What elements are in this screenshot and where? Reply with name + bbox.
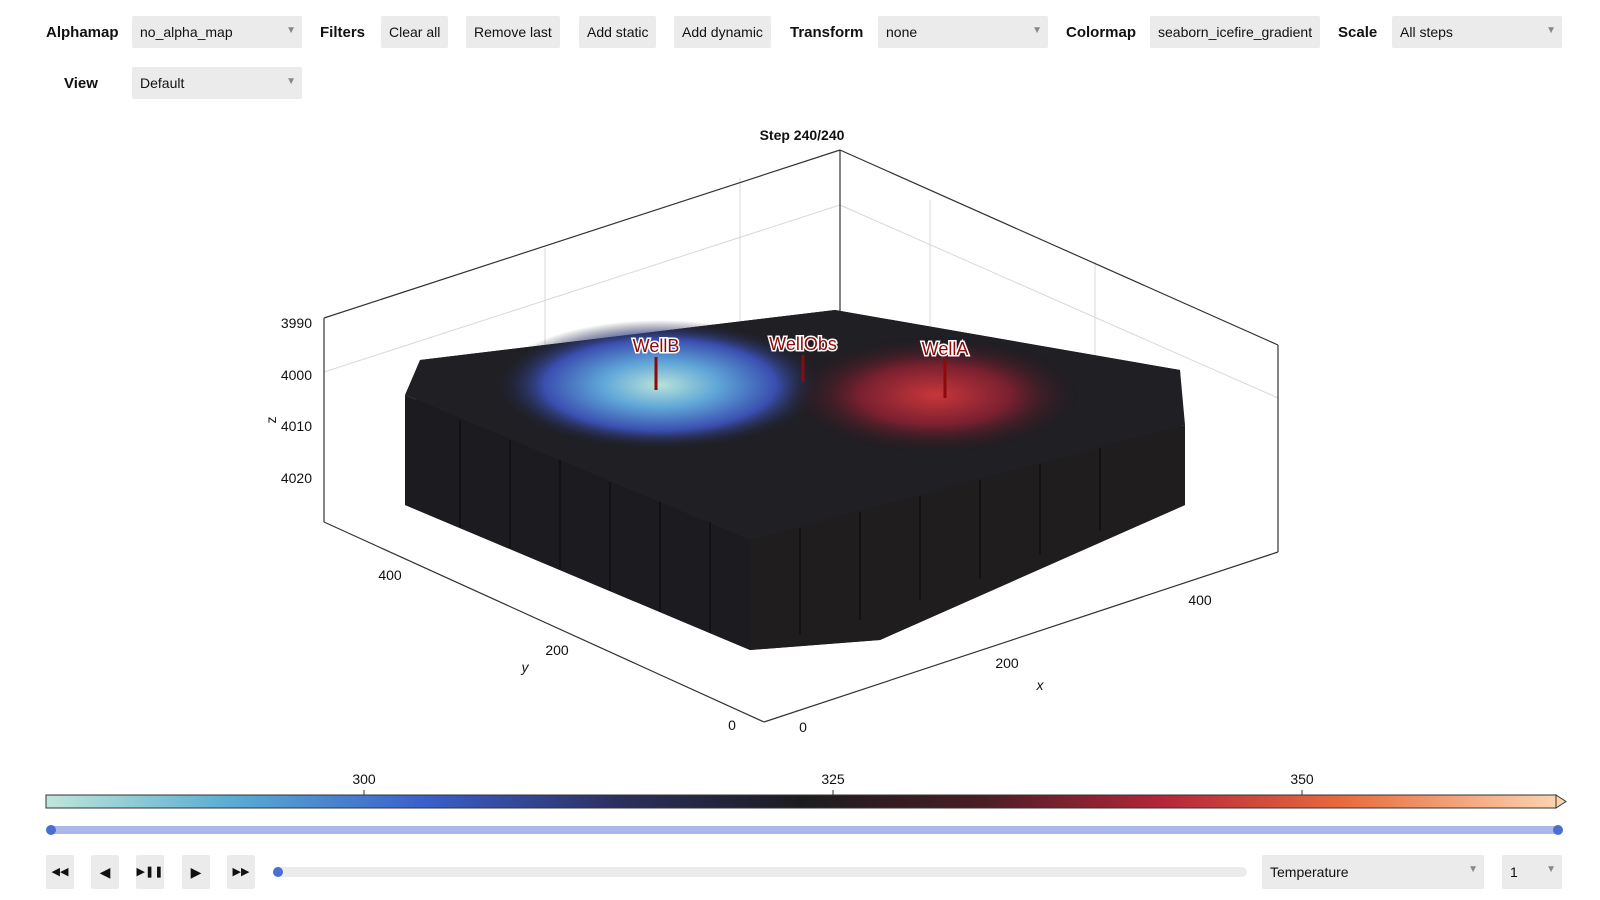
chevron-down-icon: ▼ [1468, 864, 1478, 875]
z-tick: 4010 [281, 418, 312, 434]
x-tick: 0 [799, 719, 807, 735]
chevron-down-icon: ▼ [1546, 25, 1556, 36]
scale-label: Scale [1338, 24, 1378, 41]
z-tick: 3990 [281, 315, 312, 331]
step-range-bar[interactable] [46, 825, 1563, 835]
component-select[interactable]: 1 ▼ [1502, 855, 1562, 889]
x-axis: 0 200 400 x [799, 592, 1212, 735]
play-pause-button[interactable]: ▶❚❚ [136, 855, 164, 889]
x-axis-label: x [1036, 677, 1045, 693]
add-dynamic-button[interactable]: Add dynamic [674, 16, 771, 48]
play-icon: ▶ [190, 864, 202, 880]
transform-select[interactable]: none ▼ [878, 16, 1048, 48]
colormap-value: seaborn_icefire_gradient [1158, 24, 1313, 40]
reservoir-model [405, 310, 1185, 650]
remove-last-button[interactable]: Remove last [466, 16, 560, 48]
alphamap-value: no_alpha_map [140, 24, 233, 40]
rewind-icon: ◀◀ [51, 866, 69, 878]
view-value: Default [140, 75, 185, 91]
well-label-wella: WellA [922, 339, 969, 359]
well-label-wellb: WellB [633, 336, 680, 356]
x-tick: 200 [995, 655, 1019, 671]
first-step-button[interactable]: ◀◀ [46, 855, 74, 889]
clear-all-button[interactable]: Clear all [381, 16, 449, 48]
previous-step-button[interactable]: ◀ [91, 855, 119, 889]
chevron-down-icon: ▼ [286, 25, 296, 36]
alphamap-label: Alphamap [46, 24, 119, 41]
x-tick: 400 [1188, 592, 1212, 608]
play-pause-icon: ▶❚❚ [136, 866, 164, 878]
y-tick: 200 [545, 642, 569, 658]
transform-value: none [886, 24, 918, 40]
range-end-handle[interactable] [1553, 825, 1563, 835]
y-tick: 0 [728, 717, 736, 733]
view-label: View [64, 75, 98, 92]
range-start-handle[interactable] [46, 825, 56, 835]
z-axis-label: z [263, 417, 279, 424]
y-tick: 400 [378, 567, 402, 583]
colorbar: 300 325 350 [45, 771, 1567, 809]
variable-select[interactable]: Temperature ▼ [1262, 855, 1484, 889]
alphamap-select[interactable]: no_alpha_map ▼ [132, 16, 302, 48]
z-tick: 4000 [281, 367, 312, 383]
colorbar-tick: 300 [352, 771, 376, 787]
step-back-icon: ◀ [99, 864, 111, 880]
chevron-down-icon: ▼ [1032, 25, 1042, 36]
step-slider-handle[interactable] [273, 867, 283, 877]
add-static-button[interactable]: Add static [579, 16, 657, 48]
component-value: 1 [1510, 864, 1518, 880]
chevron-down-icon: ▼ [1546, 864, 1556, 875]
well-markers: WellB WellObs WellA [631, 333, 970, 398]
scale-select[interactable]: All steps ▼ [1392, 16, 1562, 48]
y-axis: 400 200 0 y [378, 567, 736, 733]
colormap-select[interactable]: seaborn_icefire_gradient [1150, 16, 1320, 48]
next-step-button[interactable]: ▶ [182, 855, 210, 889]
z-tick: 4020 [281, 470, 312, 486]
last-step-button[interactable]: ▶▶ [227, 855, 255, 889]
colorbar-tick: 350 [1290, 771, 1314, 787]
filters-label: Filters [320, 24, 366, 41]
well-label-wellobs: WellObs [769, 334, 837, 354]
axis-box [323, 149, 1279, 723]
colorbar-tick: 325 [821, 771, 845, 787]
scale-value: All steps [1400, 24, 1453, 40]
z-axis: 3990 4000 4010 4020 z [263, 315, 312, 486]
variable-value: Temperature [1270, 864, 1349, 880]
plot-title: Step 240/240 [760, 127, 845, 143]
fast-forward-icon: ▶▶ [232, 866, 250, 878]
chevron-down-icon: ▼ [286, 76, 296, 87]
step-slider[interactable] [273, 867, 1247, 877]
view-select[interactable]: Default ▼ [132, 67, 302, 99]
y-axis-label: y [521, 659, 530, 675]
colormap-label: Colormap [1066, 24, 1137, 41]
transform-label: Transform [790, 24, 864, 41]
